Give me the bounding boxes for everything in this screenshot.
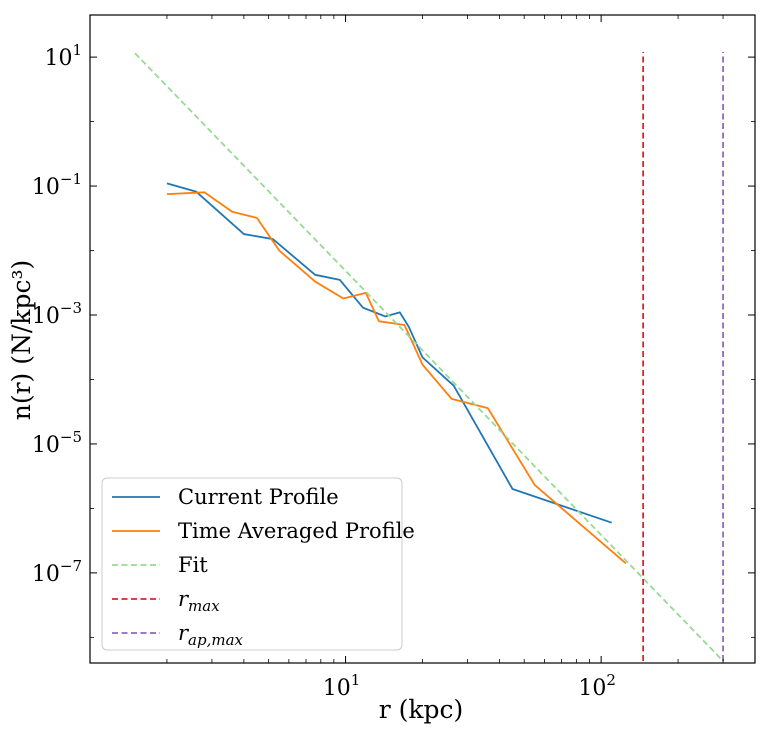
y-axis-label: n(r) (N/kpc³) bbox=[7, 260, 36, 421]
legend-label: rmax bbox=[178, 587, 220, 615]
x-axis-label: r (kpc) bbox=[379, 695, 464, 724]
legend-label: rap,max bbox=[178, 621, 244, 649]
ticks-layer: 101 102 101 10−1 10−3 10−5 10−7 bbox=[32, 15, 755, 701]
y-tick-label: 10−3 bbox=[32, 299, 82, 329]
labels-layer: r (kpc) n(r) (N/kpc³) bbox=[7, 260, 463, 724]
legend-label: Time Averaged Profile bbox=[178, 519, 415, 543]
y-tick-label: 101 bbox=[44, 41, 82, 71]
x-tick-label: 102 bbox=[578, 671, 616, 701]
legend-box bbox=[101, 477, 403, 651]
legend-label: Current Profile bbox=[178, 485, 339, 509]
series-layer bbox=[134, 52, 724, 662]
y-tick-label: 10−7 bbox=[32, 557, 82, 587]
y-tick-label: 10−1 bbox=[32, 170, 82, 200]
y-tick-label: 10−5 bbox=[32, 428, 82, 458]
legend-label: Fit bbox=[178, 553, 208, 577]
x-tick-label: 101 bbox=[323, 671, 361, 701]
legend: Current Profile Time Averaged Profile Fit r… bbox=[101, 477, 415, 651]
series-line-fit bbox=[134, 52, 724, 662]
